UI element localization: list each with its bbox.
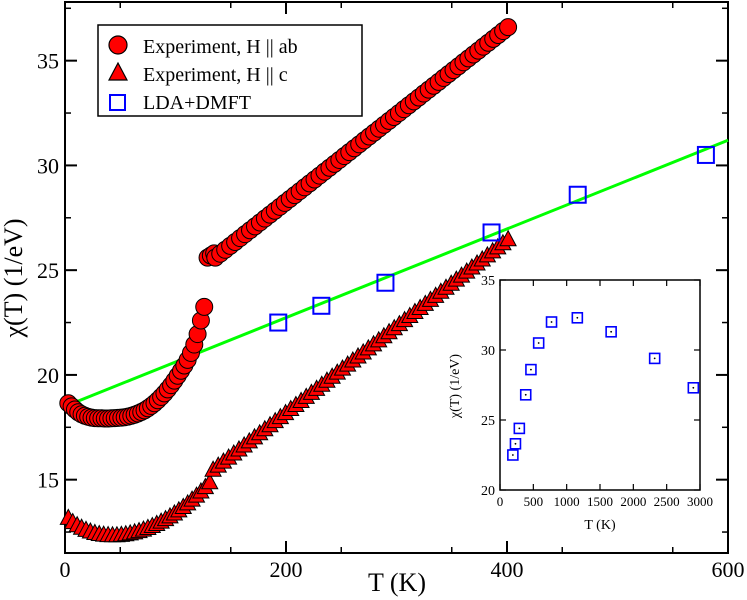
inset-data-point-square [519,388,532,401]
inset-x-tick-label: 3000 [687,494,713,509]
inset-x-axis-label: T (K) [584,518,616,533]
inset-y-tick-label: 20 [481,484,495,499]
main-y-tick-label: 25 [37,258,59,283]
inset-data-point-dot [518,427,521,430]
main-x-tick-label: 400 [491,557,524,582]
data-point-circle [195,297,214,316]
inset-data-point-square [525,363,537,376]
legend: Experiment, H || ab Experiment, H || c L… [97,24,363,117]
main-y-tick-label: 30 [37,153,59,178]
inset-x-tick-label: 500 [524,494,544,509]
inset-data-point-dot [537,342,540,344]
main-plot-frame [64,1,729,554]
legend-label-c: Experiment, H || c [143,64,288,86]
fit-line [64,138,729,408]
data-point-square [568,185,587,204]
inset-y-tick-label: 30 [481,344,495,359]
main-y-tick-label: 15 [37,468,59,493]
main-series-layer [59,18,715,543]
inset-y-tick-label: 35 [481,274,495,289]
data-point-triangle [499,229,517,247]
main-x-tick-label: 200 [270,557,303,582]
inset-data-point-square [648,352,661,365]
data-point-square [376,273,395,292]
inset-x-tick-label: 1500 [587,494,613,509]
inset-data-point-square [509,437,522,450]
legend-marker-square [109,94,126,111]
inset-y-tick-label: 25 [481,414,495,429]
inset-data-point-square [605,325,617,338]
legend-box [97,24,363,117]
inset-x-tick-label: 1000 [554,494,580,509]
data-point-square [482,223,501,242]
inset-data-point-dot [530,368,532,371]
legend-label-dmft: LDA+DMFT [143,92,251,114]
inset-data-point-dot [576,316,579,319]
inset-data-point-dot [524,393,527,396]
inset-series-layer [507,311,700,461]
main-fit-layer [64,138,729,408]
inset-data-point-square [507,449,519,461]
data-point-circle [499,18,518,37]
inset-x-tick-label: 2500 [654,494,680,509]
inset-data-point-square [545,316,558,328]
main-y-axis-label: χ(T) (1/eV) [0,218,28,338]
inset-x-tick-label: 0 [497,494,504,509]
inset-data-point-square [571,311,584,324]
legend-marker-triangle [108,61,128,81]
inset-data-point-square [687,381,700,394]
inset-data-point-square [532,337,545,349]
data-point-triangle [200,472,219,490]
inset-data-point-dot [653,357,656,360]
inset-data-point-dot [610,330,613,333]
legend-label-ab: Experiment, H || ab [143,36,298,58]
inset-data-point-dot [514,442,517,445]
inset-data-point-dot [550,321,553,323]
data-point-square [312,296,331,315]
inset-data-point-dot [511,454,514,456]
inset-plot-frame [499,279,701,491]
main-x-tick-label: 0 [60,557,71,582]
main-y-tick-label: 35 [37,49,59,74]
inset-y-axis-label: χ(T) (1/eV) [448,354,463,419]
inset-axes-layer: 0 500 1000 1500 2000 2500 3000 20 25 30 35 [481,274,713,509]
inset-data-point-dot [692,386,695,389]
legend-marker-circle [108,35,128,55]
inset-x-tick-label: 2000 [620,494,646,509]
inset-data-point-square [513,422,526,435]
data-point-square [696,145,715,164]
main-x-axis-label: T (K) [368,568,426,597]
data-point-square [269,313,288,332]
main-x-tick-label: 600 [712,557,745,582]
main-y-tick-label: 20 [37,363,59,388]
